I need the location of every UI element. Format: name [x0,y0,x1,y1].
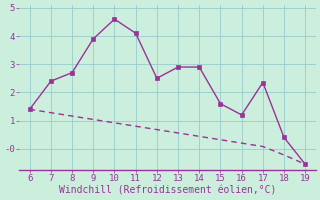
X-axis label: Windchill (Refroidissement éolien,°C): Windchill (Refroidissement éolien,°C) [59,186,276,196]
